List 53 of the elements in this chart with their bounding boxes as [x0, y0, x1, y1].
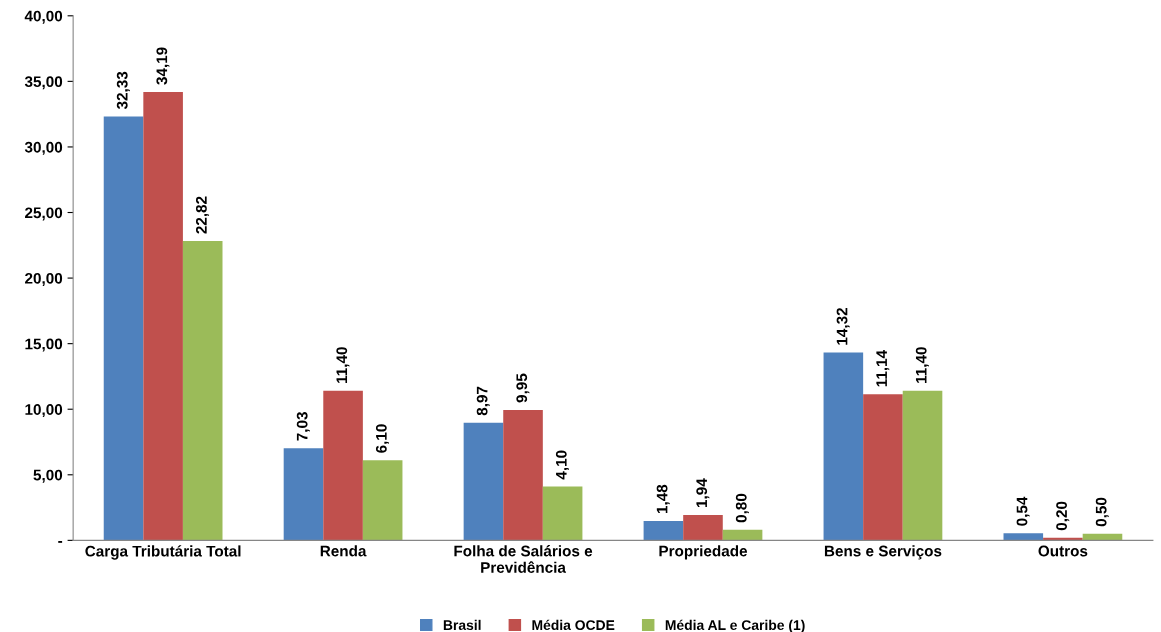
data-label: 6,10: [375, 424, 389, 453]
data-label: 0,54: [1016, 496, 1030, 526]
data-label: 0,20: [1056, 501, 1070, 531]
legend-label: Média AL e Caribe (1): [665, 619, 805, 632]
data-label: 8,97: [476, 386, 490, 416]
x-tick-label: Outros: [1038, 545, 1088, 557]
bar: [463, 422, 504, 541]
data-label: 32,33: [116, 71, 130, 110]
y-tick-label: 25,00: [25, 207, 63, 221]
y-tick-label: -: [58, 541, 63, 543]
x-tick-label: Folha de Salários e Previdência: [454, 545, 593, 573]
data-label: 34,19: [156, 47, 170, 85]
bar: [182, 241, 223, 541]
y-tick-label: 20,00: [25, 272, 63, 286]
y-tick-label: 15,00: [25, 338, 63, 352]
data-label: 14,32: [836, 308, 850, 345]
x-tick-label: Propriedade: [659, 545, 748, 560]
legend-label: Média OCDE: [532, 619, 615, 631]
x-tick-label: Bens e Serviços: [824, 545, 942, 560]
y-tick-label: 30,00: [24, 141, 63, 155]
bar: [143, 91, 183, 541]
bar: [503, 409, 543, 541]
y-tick-label: 5,00: [33, 469, 63, 483]
data-label: 11,40: [915, 347, 929, 383]
data-label: 1,94: [696, 478, 710, 508]
bar: [1082, 533, 1123, 541]
data-label: 22,82: [195, 196, 210, 234]
bar: [542, 486, 583, 541]
data-label: 11,14: [876, 350, 890, 387]
bar: [103, 116, 144, 541]
bar: [902, 390, 943, 541]
data-label: 0,80: [735, 493, 749, 523]
y-tick-label: 40,00: [24, 10, 63, 24]
x-tick-label: Renda: [320, 545, 367, 557]
data-label: 9,95: [516, 373, 530, 403]
bar: [722, 529, 763, 541]
bar: [683, 514, 723, 541]
bar: [323, 390, 363, 541]
bar: [823, 352, 864, 541]
legend-label: Brasil: [443, 619, 481, 631]
data-label: 4,10: [555, 450, 569, 480]
bar: [643, 520, 684, 541]
bar: [863, 394, 903, 541]
x-tick-label: Carga Tributária Total: [85, 545, 241, 560]
bar: [283, 448, 324, 541]
data-label: 0,50: [1095, 497, 1109, 527]
bar: [362, 460, 403, 541]
y-tick-label: 35,00: [24, 76, 63, 90]
data-label: 1,48: [656, 484, 670, 514]
bar: [1003, 533, 1044, 541]
data-label: 7,03: [296, 412, 310, 441]
data-label: 11,40: [336, 347, 350, 383]
y-tick-label: 10,00: [25, 404, 63, 418]
